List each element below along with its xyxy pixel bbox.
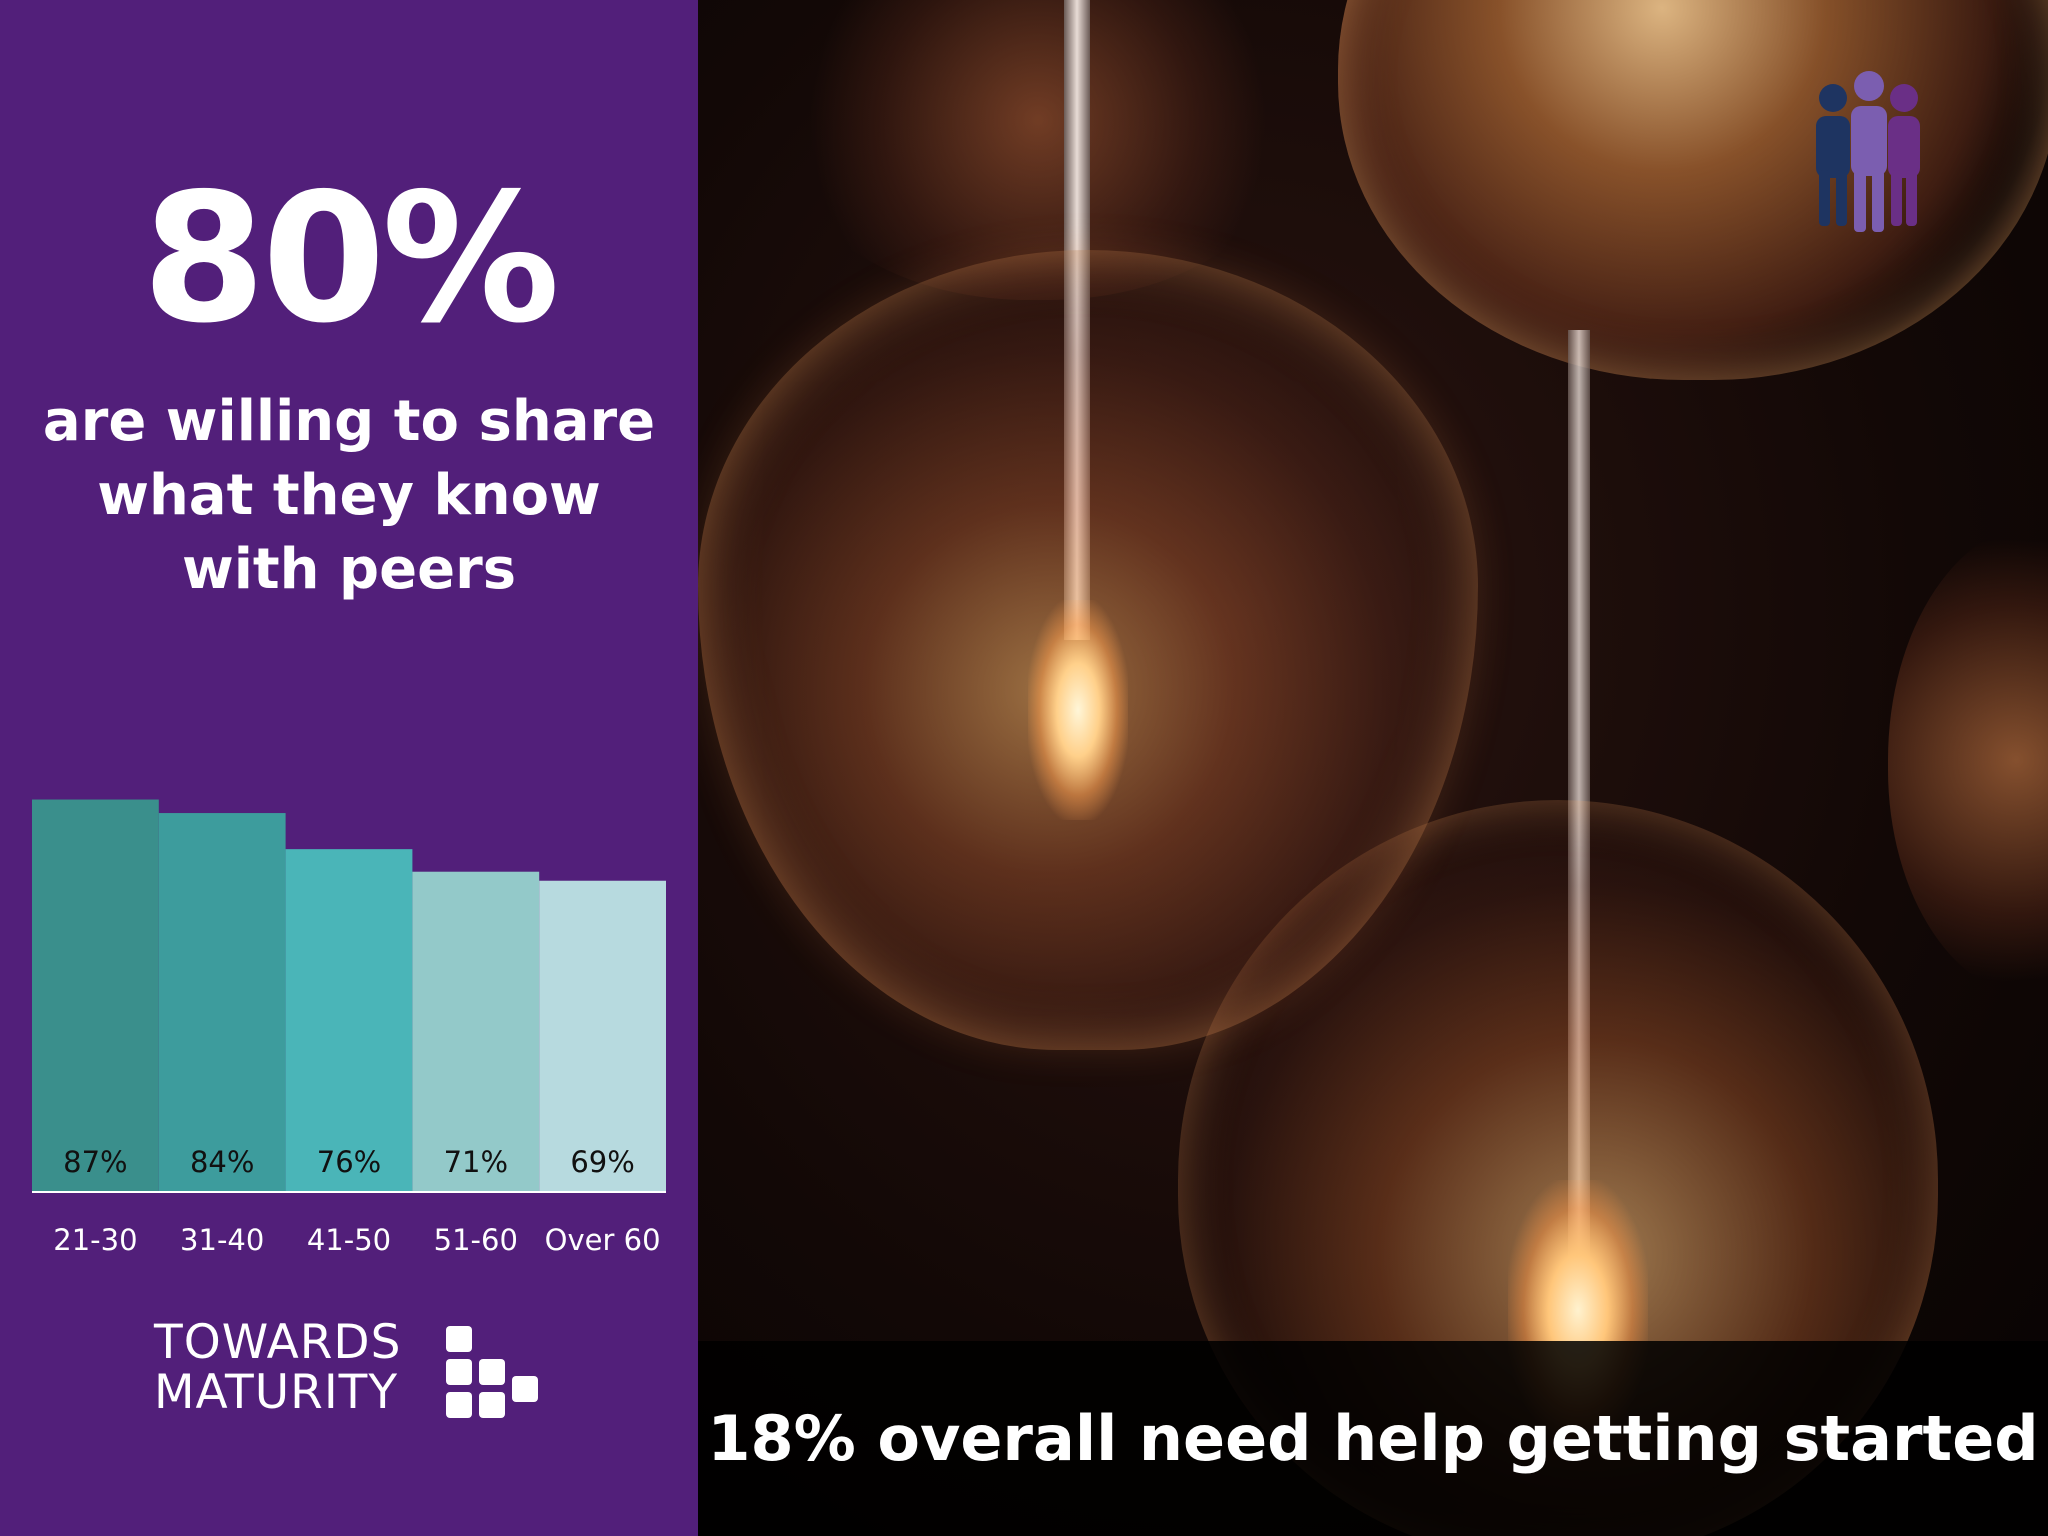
footer-banner: 18% overall need help getting started: [698, 1341, 2048, 1536]
filament-main: [1028, 600, 1128, 820]
bars-layer: [32, 799, 666, 1192]
person-mid: [1851, 71, 1887, 232]
bar-21-30: [32, 799, 159, 1192]
bar-over-60: [539, 880, 666, 1192]
logo-squares-icon: [446, 1326, 538, 1418]
bar-value-label: 76%: [317, 1145, 381, 1179]
footer-text: 18% overall need help getting started: [707, 1402, 2039, 1475]
x-tick-label: 41-50: [307, 1223, 391, 1257]
bar-value-label: 84%: [190, 1145, 254, 1179]
bar-41-50: [285, 849, 413, 1192]
tick-labels-layer: 21-30 31-40 41-50 51-60 Over 60: [53, 1223, 660, 1257]
person-purple: [1888, 84, 1920, 226]
x-tick-label: 51-60: [434, 1223, 518, 1257]
left-panel: 80% are willing to share what they know …: [0, 0, 698, 1536]
brand-text: TOWARDS MATURITY: [154, 1318, 401, 1418]
x-tick-label: Over 60: [545, 1223, 661, 1257]
age-bar-chart: 87% 84% 76% 71% 69% 21-30 31-40 41-50 51-60 Over…: [32, 799, 666, 1257]
brand-line-1: TOWARDS: [154, 1315, 402, 1370]
headline-caption: are willing to share what they know with…: [42, 389, 656, 602]
person-dark: [1816, 84, 1850, 226]
x-tick-label: 31-40: [180, 1223, 264, 1257]
brand-line-2: MATURITY: [154, 1365, 399, 1420]
bar-value-label: 87%: [63, 1145, 127, 1179]
bar-labels-layer: 87% 84% 76% 71% 69%: [63, 1145, 635, 1179]
bulb-right-edge: [1888, 520, 2048, 1000]
bulb-top-right: [1338, 0, 2048, 380]
bar-value-label: 71%: [444, 1145, 508, 1179]
bar-value-label: 69%: [570, 1145, 634, 1179]
bulb-top-left: [778, 0, 1298, 300]
bar-31-40: [158, 813, 286, 1192]
people-group-icon: [1816, 71, 1920, 232]
x-tick-label: 21-30: [53, 1223, 137, 1257]
towards-maturity-logo: TOWARDS MATURITY: [154, 1318, 554, 1428]
bar-51-60: [412, 871, 540, 1192]
headline-stat: 80%: [141, 155, 560, 362]
